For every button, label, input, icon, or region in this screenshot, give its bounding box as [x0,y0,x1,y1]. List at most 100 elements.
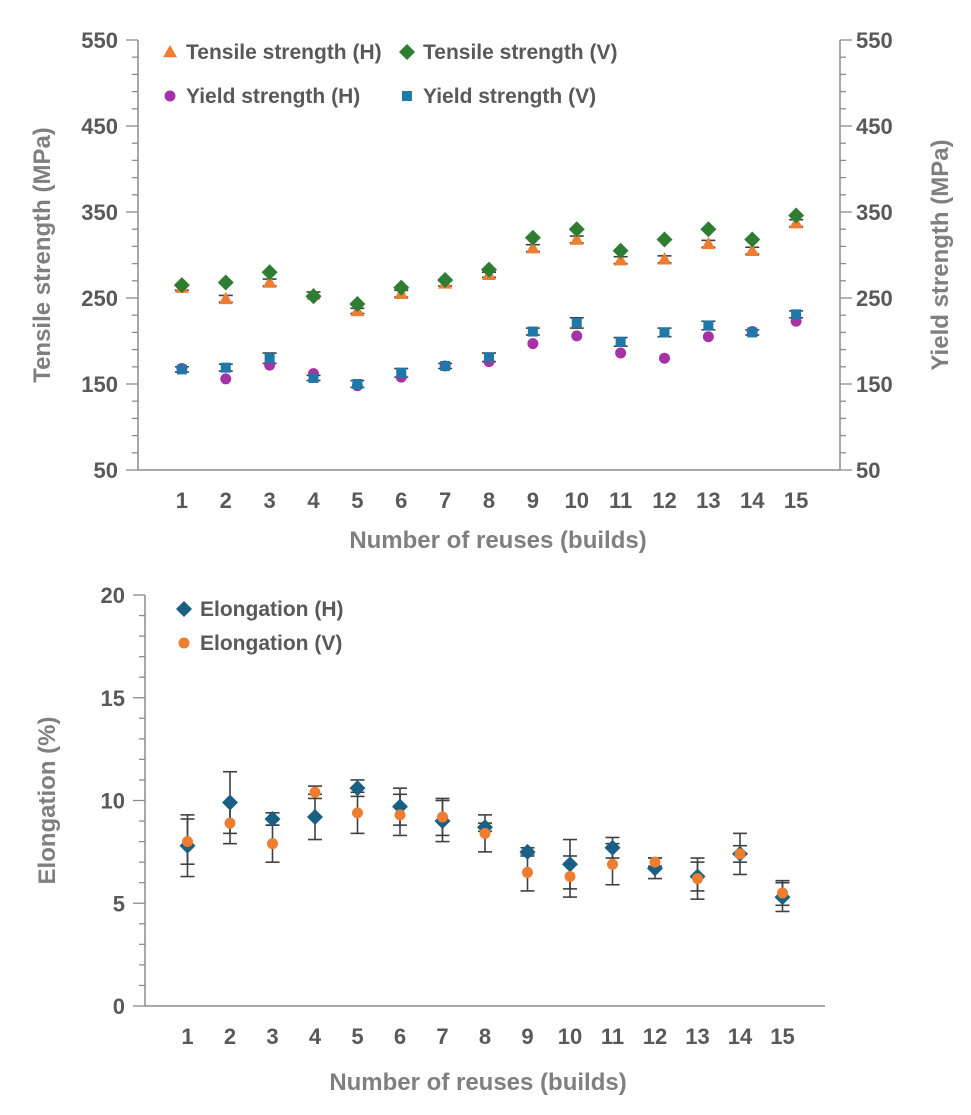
data-point [703,320,714,331]
x-tick-label: 2 [224,1024,236,1049]
data-point [349,780,366,797]
y-axis-title: Elongation (%) [34,717,61,885]
data-point [217,274,234,291]
data-point [604,839,621,856]
x-tick-label: 14 [728,1024,753,1049]
data-point [564,871,576,883]
data-point [519,843,536,860]
data-point [264,810,281,827]
legend-label: Yield strength (H) [186,85,360,108]
data-point [615,347,627,359]
y-axis-title: Tensile strength (MPa) [29,127,56,383]
x-tick-label: 11 [609,488,632,513]
x-tick-label: 10 [558,1024,582,1049]
y-tick-label: 10 [101,789,125,814]
x-tick-label: 13 [696,488,720,513]
data-point [349,296,366,313]
legend-marker [176,601,192,617]
data-point [392,798,408,815]
y-tick-label: 350 [81,200,118,225]
data-point [308,372,319,383]
x-tick-label: 12 [643,1024,667,1049]
data-point [734,848,746,860]
data-point [220,373,232,385]
x-tick-label: 7 [439,488,451,513]
x-axis-title: Number of reuses (builds) [329,1069,626,1096]
data-point [615,336,626,347]
legend-marker [163,45,177,58]
y-tick-label: 0 [113,994,125,1019]
data-point [702,331,714,343]
y-right-tick-label: 550 [856,28,893,53]
data-point [569,232,584,245]
x-tick-label: 15 [770,1024,794,1049]
data-point [562,856,578,873]
x-tick-label: 8 [483,488,495,513]
data-point [791,309,802,320]
data-point [527,326,538,337]
data-point [571,330,583,342]
data-point [777,887,788,899]
x-tick-label: 3 [266,1024,278,1049]
data-point [613,253,628,266]
data-point [649,856,661,868]
x-tick-label: 4 [309,1024,322,1049]
data-point [571,317,582,328]
x-tick-label: 11 [601,1024,624,1049]
data-point [305,288,322,305]
x-tick-label: 10 [565,488,589,513]
data-point [264,353,275,364]
data-point [437,271,454,288]
data-point [481,261,497,278]
data-point [484,352,494,363]
data-point [176,364,187,375]
y-tick-label: 450 [81,114,118,139]
data-point [309,786,321,798]
data-point [700,221,717,238]
y-tick-label: 550 [81,28,118,53]
data-point [394,809,406,821]
x-tick-label: 15 [784,488,808,513]
data-point [222,794,238,811]
y-tick-label: 15 [101,686,125,711]
legend-label: Tensile strength (H) [186,41,382,64]
data-point [218,291,233,305]
data-point [352,379,363,389]
data-point [352,807,363,819]
legend-label: Tensile strength (V) [423,41,617,64]
data-point [522,866,533,878]
x-tick-label: 6 [395,488,407,513]
data-point [524,229,541,246]
data-point [307,808,323,825]
data-point [788,207,805,224]
x-tick-label: 1 [176,488,188,513]
data-point [267,838,278,850]
data-point [396,367,407,378]
x-tick-label: 8 [479,1024,491,1049]
legend-marker [402,91,412,101]
y-right-tick-label: 250 [856,286,893,311]
data-point [744,231,761,248]
y-tick-label: 20 [101,583,125,608]
y-right-tick-label: 150 [856,372,893,397]
data-point [261,264,278,281]
x-tick-label: 2 [220,488,232,513]
data-point [607,858,618,870]
data-point [479,827,491,839]
legend-marker [178,637,190,649]
x-tick-label: 14 [740,488,765,513]
y-right-tick-label: 350 [856,200,893,225]
legend-label: Yield strength (V) [423,85,596,108]
y-axis-right-title: Yield strength (MPa) [927,139,954,370]
data-point [747,327,758,338]
x-tick-label: 13 [685,1024,709,1049]
y-tick-label: 150 [81,372,118,397]
x-tick-label: 1 [181,1024,193,1049]
data-point [657,252,672,265]
data-point [440,360,451,371]
y-right-tick-label: 450 [856,114,893,139]
legend-marker [399,44,415,60]
